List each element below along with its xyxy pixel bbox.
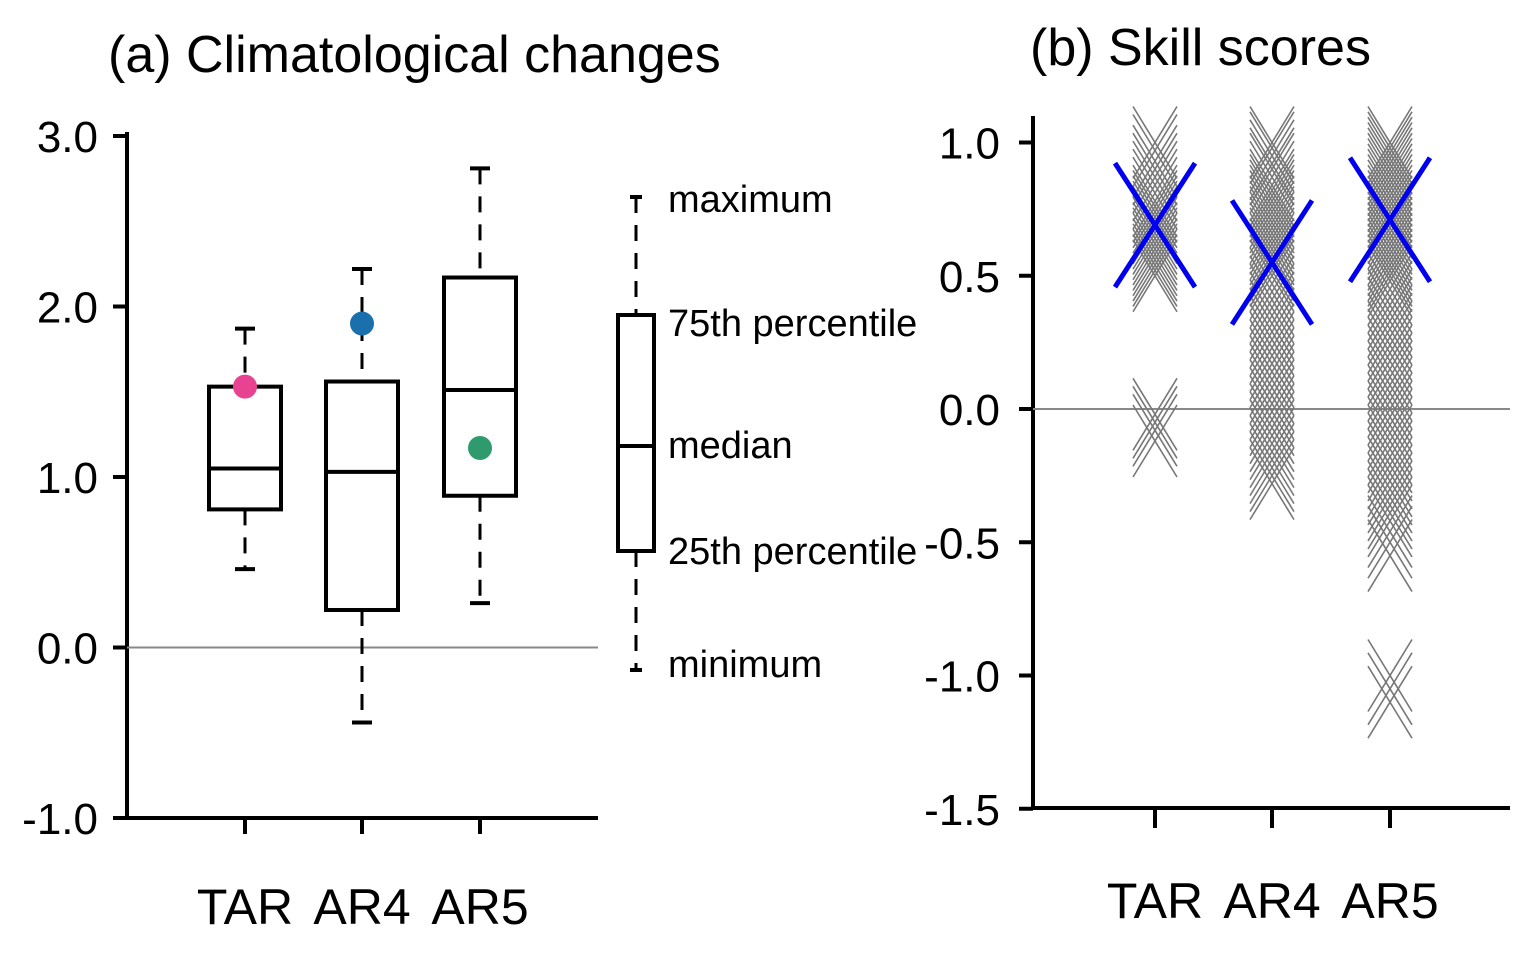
member-marker-ar4 [1249,415,1295,489]
x-tick-label-ar5: AR5 [1341,873,1438,929]
y-tick-label: 1.0 [37,454,98,503]
mean-marker-ar4 [1229,199,1315,326]
member-marker-tar [1132,218,1178,291]
member-marker-ar5 [1367,519,1413,592]
y-tick-label: -1.0 [22,795,98,844]
member-marker-ar4 [1249,212,1295,286]
panel-b-y-ticks: 1.0 0.5 0.0 -0.5 -1.0 -1.5 [924,120,1033,835]
panel-a-x-ticks: TAR AR4 AR5 [197,818,529,935]
member-marker-ar5 [1367,639,1413,712]
legend-key-maximum: maximum [668,179,833,221]
y-tick-label: -1.0 [924,653,1000,702]
member-marker-tar [1132,385,1178,459]
member-marker-ar5 [1367,505,1413,579]
mean-marker-ar5 [1347,156,1433,284]
panel-a-title: (a) Climatological changes [108,26,721,84]
member-marker-tar [1132,114,1178,187]
member-marker-tar [1132,106,1178,179]
member-marker-ar5 [1367,444,1413,518]
legend-key-box [616,313,656,553]
member-marker-ar5 [1367,468,1413,542]
member-marker-tar [1132,404,1178,478]
member-marker-tar [1132,377,1178,451]
legend-key-25th-percentile: 25th percentile [668,531,917,573]
member-marker-ar5 [1367,476,1413,550]
member-marker-ar5 [1367,484,1413,558]
legend-key-minimum: minimum [668,644,822,686]
member-marker-ar5 [1367,223,1413,297]
member-marker-tar [1132,202,1178,275]
member-marker-ar4 [1249,423,1295,497]
member-marker-tar [1132,228,1178,302]
member-marker-ar5 [1367,202,1413,275]
x-tick-label-tar: TAR [1107,873,1203,929]
panel-a-y-ticks: 3.0 2.0 1.0 0.0 -1.0 [22,113,127,844]
member-marker-ar4 [1249,218,1295,291]
panel-b-markers [1033,106,1510,739]
member-marker-tar [1132,196,1178,270]
member-marker-tar [1132,393,1178,467]
member-marker-tar [1132,207,1178,281]
y-tick-label: 0.5 [939,253,1000,302]
legend-key-median: median [668,425,793,467]
y-tick-label: 3.0 [37,113,98,162]
y-tick-label: -0.5 [924,519,1000,568]
x-tick-label-ar4: AR4 [313,879,410,935]
member-marker-ar4 [1249,196,1295,270]
member-marker-ar4 [1249,111,1295,185]
box-tar [207,384,283,512]
legend-key-75th-percentile: 75th percentile [668,303,917,345]
member-marker-ar5 [1367,207,1413,281]
y-tick-label: 2.0 [37,284,98,333]
panel-a-boxes [127,166,598,725]
y-tick-label: 1.0 [939,120,1000,169]
point-ar5 [468,436,492,461]
x-tick-label-tar: TAR [197,879,293,935]
member-marker-ar4 [1249,431,1295,505]
member-marker-ar4 [1249,439,1295,513]
member-marker-ar5 [1367,452,1413,526]
x-tick-label-ar4: AR4 [1223,873,1320,929]
mean-marker-tar [1112,161,1198,289]
panel-a-legend-key: maximum 75th percentile median 25th perc… [616,179,917,686]
x-tick-label-ar5: AR5 [431,879,528,935]
y-tick-label: -1.5 [924,786,1000,835]
panel-a-climatological-changes: (a) Climatological changes 3.0 2.0 1.0 0.0 -… [22,26,917,935]
member-marker-ar5 [1367,460,1413,534]
point-ar4 [350,311,374,336]
point-tar [233,374,257,399]
panel-b-title: (b) Skill scores [1030,19,1371,77]
y-tick-label: 0.0 [37,625,98,674]
member-marker-ar4 [1249,119,1295,193]
member-marker-ar4 [1249,407,1295,481]
member-marker-tar [1132,223,1178,297]
member-marker-ar4 [1249,202,1295,275]
panel-b-skill-scores: (b) Skill scores 1.0 0.5 0.0 -0.5 -1.0 -1.5 T… [924,19,1510,929]
member-marker-tar [1132,156,1178,230]
box-ar5 [442,275,518,498]
member-marker-ar5 [1367,218,1413,291]
member-marker-ar5 [1367,495,1413,569]
member-marker-ar4 [1249,447,1295,521]
y-tick-label: 0.0 [939,386,1000,435]
member-marker-ar4 [1249,140,1295,214]
member-marker-tar [1132,212,1178,286]
member-marker-ar5 [1367,652,1413,726]
panel-b-x-ticks: TAR AR4 AR5 [1107,808,1439,929]
member-marker-ar4 [1249,234,1295,307]
member-marker-ar5 [1367,665,1413,739]
box-ar4 [324,379,400,612]
member-marker-ar5 [1367,239,1413,313]
member-marker-tar [1132,124,1178,198]
